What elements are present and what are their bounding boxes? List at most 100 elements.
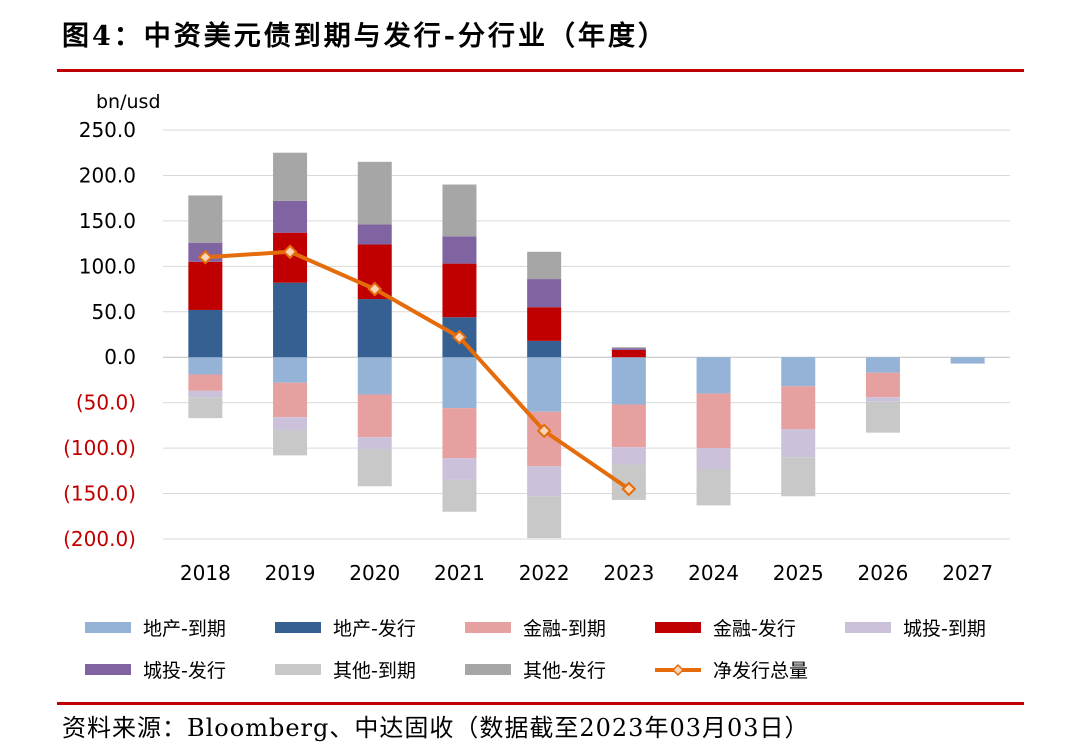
bar-segment bbox=[273, 152, 308, 201]
bar-segment bbox=[527, 251, 562, 280]
bottom-divider bbox=[57, 702, 1024, 705]
legend-swatch bbox=[465, 664, 511, 675]
bar-segment bbox=[527, 357, 562, 412]
bar-segment bbox=[357, 437, 392, 450]
net-issuance-point bbox=[621, 481, 637, 497]
legend-swatch bbox=[85, 664, 131, 675]
legend-swatch bbox=[465, 622, 511, 633]
x-tick-label: 2024 bbox=[688, 561, 739, 585]
x-axis: 2018 2019 2020 2021 2022 2023 2024 2025 2026 2027 bbox=[180, 561, 993, 585]
bar-segment bbox=[442, 184, 477, 237]
bar-segment bbox=[442, 479, 477, 512]
legend-swatch bbox=[845, 622, 891, 633]
bar-segment bbox=[273, 357, 308, 383]
bar-segment bbox=[611, 347, 646, 349]
bar-segment bbox=[442, 236, 477, 264]
bar-segment bbox=[527, 279, 562, 308]
bars bbox=[188, 152, 985, 539]
bar-segment bbox=[527, 466, 562, 497]
net-issuance-point bbox=[536, 423, 552, 439]
y-tick-label: 100.0 bbox=[79, 254, 136, 278]
bar-segment bbox=[273, 429, 308, 456]
legend-label: 金融-到期 bbox=[523, 618, 606, 640]
x-tick-label: 2022 bbox=[519, 561, 570, 585]
net-issuance-point bbox=[197, 249, 213, 265]
bar-segment bbox=[781, 457, 816, 497]
top-divider bbox=[57, 69, 1024, 72]
bar-segment bbox=[273, 417, 308, 430]
bar-segment bbox=[442, 357, 477, 409]
bar-segment bbox=[527, 340, 562, 358]
x-tick-label: 2018 bbox=[180, 561, 231, 585]
bar-segment bbox=[357, 357, 392, 395]
legend-swatch bbox=[85, 622, 131, 633]
x-tick-label: 2020 bbox=[349, 561, 400, 585]
bar-segment bbox=[357, 449, 392, 487]
y-axis: 250.0 200.0 150.0 100.0 50.0 0.0 (50.0) (100.0)… bbox=[63, 91, 160, 551]
y-tick-label: (100.0) bbox=[63, 436, 136, 460]
bar-segment bbox=[357, 161, 392, 225]
bar-segment bbox=[188, 309, 223, 358]
legend-label: 其他-到期 bbox=[333, 660, 416, 682]
chart: 250.0 200.0 150.0 100.0 50.0 0.0 (50.0) (100.0)… bbox=[63, 91, 1010, 682]
y-tick-label: (200.0) bbox=[63, 527, 136, 551]
net-issuance-line bbox=[197, 244, 637, 497]
bar-segment bbox=[357, 394, 392, 438]
y-tick-label: 200.0 bbox=[79, 163, 136, 187]
bar-segment bbox=[865, 357, 900, 373]
bar-segment bbox=[188, 195, 223, 243]
bar-segment bbox=[273, 282, 308, 358]
bar-segment bbox=[781, 429, 816, 458]
bar-segment bbox=[188, 374, 223, 391]
net-issuance-point bbox=[367, 281, 383, 297]
bar-segment bbox=[611, 348, 646, 350]
legend-label: 净发行总量 bbox=[713, 660, 808, 682]
x-tick-label: 2027 bbox=[942, 561, 993, 585]
bar-segment bbox=[442, 408, 477, 459]
x-tick-label: 2021 bbox=[434, 561, 485, 585]
bar-segment bbox=[865, 401, 900, 433]
bar-segment bbox=[188, 357, 223, 375]
bar-segment bbox=[357, 224, 392, 245]
y-tick-label: (50.0) bbox=[76, 391, 136, 415]
bar-segment bbox=[696, 469, 731, 506]
net-issuance-point bbox=[452, 329, 467, 345]
bar-segment bbox=[865, 397, 900, 402]
legend-label: 其他-发行 bbox=[523, 660, 606, 682]
bar-segment bbox=[442, 263, 477, 318]
bar-segment bbox=[696, 357, 731, 394]
bar-segment bbox=[611, 447, 646, 465]
bar-segment bbox=[188, 397, 223, 419]
x-tick-label: 2019 bbox=[265, 561, 316, 585]
bar-segment bbox=[611, 357, 646, 405]
net-issuance-point bbox=[282, 244, 298, 260]
page-title: 图4：中资美元债到期与发行-分行业（年度） bbox=[62, 21, 668, 52]
bar-segment bbox=[273, 382, 308, 418]
y-tick-label: 50.0 bbox=[91, 300, 136, 324]
net-issuance-polyline bbox=[205, 249, 630, 491]
bar-segment bbox=[781, 386, 816, 430]
bar-segment bbox=[950, 357, 985, 364]
legend-swatch bbox=[275, 622, 321, 633]
legend-label: 城投-发行 bbox=[143, 660, 226, 682]
x-tick-label: 2026 bbox=[857, 561, 908, 585]
legend-label: 城投-到期 bbox=[903, 618, 986, 640]
legend-label: 地产-发行 bbox=[333, 618, 416, 640]
y-axis-label: bn/usd bbox=[96, 91, 161, 113]
bar-segment bbox=[357, 299, 392, 358]
bar-segment bbox=[188, 261, 223, 310]
legend-swatch bbox=[655, 622, 701, 633]
legend-label: 金融-发行 bbox=[713, 618, 796, 640]
y-tick-label: 150.0 bbox=[79, 209, 136, 233]
legend-swatch bbox=[275, 664, 321, 675]
bar-segment bbox=[527, 496, 562, 539]
y-tick-label: (150.0) bbox=[63, 482, 136, 506]
bar-segment bbox=[865, 372, 900, 398]
source-note: 资料来源：Bloomberg、中达固收（数据截至2023年03月03日） bbox=[62, 714, 810, 742]
bar-segment bbox=[696, 393, 731, 449]
legend-marker bbox=[671, 663, 685, 677]
bar-segment bbox=[696, 448, 731, 470]
bar-segment bbox=[442, 458, 477, 480]
bar-segment bbox=[611, 349, 646, 358]
